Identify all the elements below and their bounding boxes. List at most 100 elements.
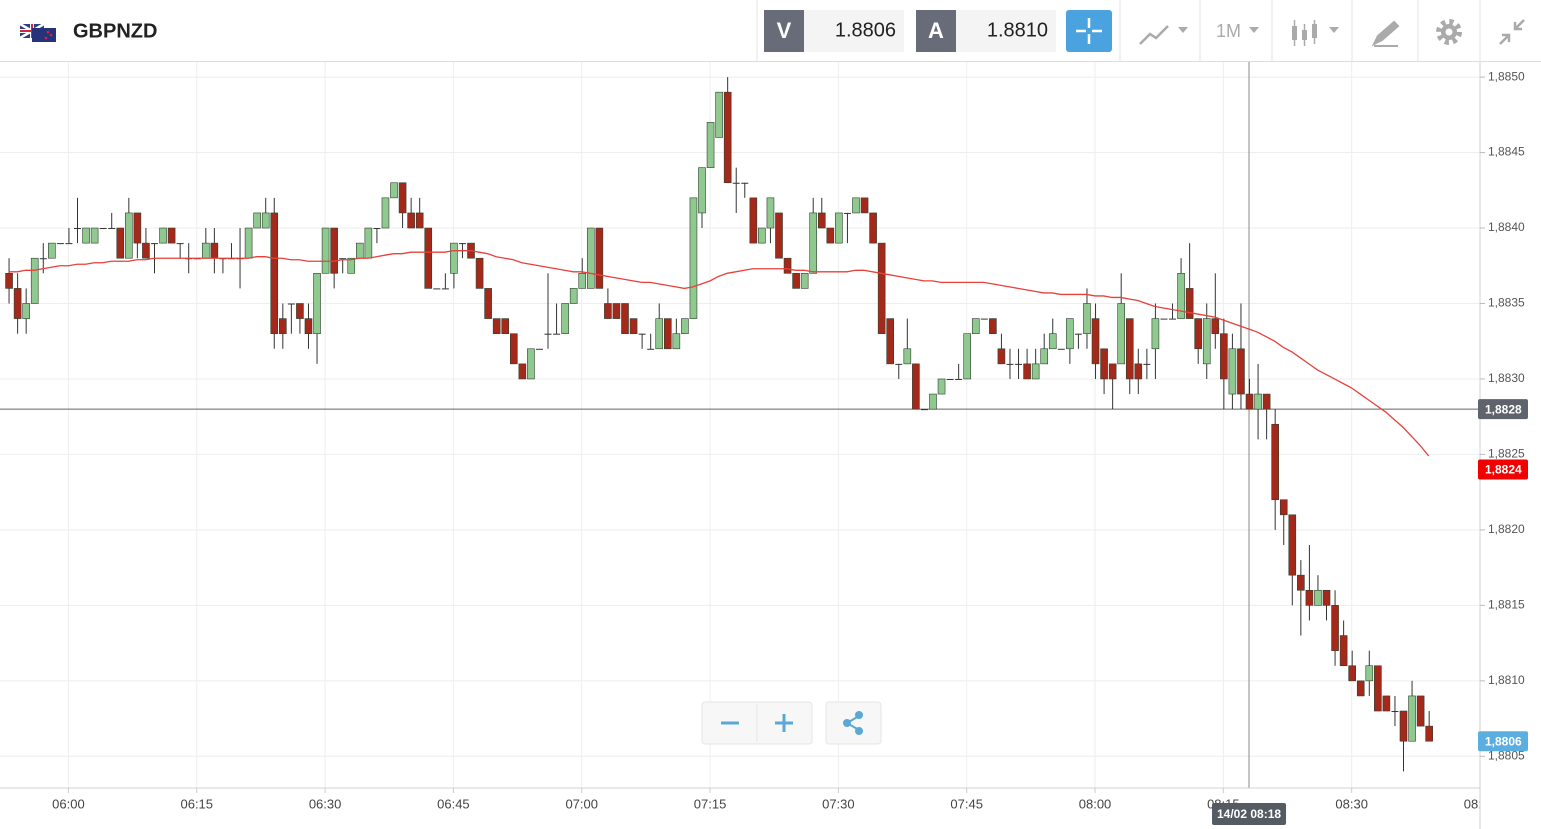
candle-body-down [330,227,338,274]
candle-body-down [1288,514,1297,576]
share-button[interactable] [843,711,863,735]
candle-body-down [1211,318,1220,334]
candle-body-down [1348,665,1356,682]
candle-body-down [1425,725,1433,742]
candle-body-up [30,257,39,304]
y-tick-label: 1,8845 [1488,145,1525,159]
candle-body-down [1305,589,1314,606]
candle-body-up [1083,303,1091,334]
ask-price[interactable]: 1.8810 [987,19,1048,41]
candle-body-up [843,212,851,214]
candle-body-up [373,228,381,230]
share-box [825,701,882,745]
candle-body-down [1125,318,1134,380]
price-label-box [1478,459,1528,480]
candle-body-up [458,243,466,245]
crosshair-button[interactable] [1066,10,1112,52]
candle-body-down [817,212,826,229]
draw-button[interactable] [1371,20,1400,47]
candle-body-down [116,227,125,259]
x-tick-label: 07:15 [694,796,727,811]
y-tick-label: 1,8850 [1488,69,1525,83]
settings-button[interactable] [1436,19,1462,45]
candle-body-up [971,318,980,334]
candle-body-up [946,378,954,380]
candle-body-down [398,182,407,214]
candle-body-up [176,243,184,245]
candle-body-up [390,182,398,199]
candle-body-down [1262,393,1271,410]
x-tick-label: 07:45 [950,796,983,811]
candle-body-down [775,212,783,259]
y-tick-label: 1,8825 [1488,447,1525,461]
candle-body-up [1151,318,1160,350]
candle-body-up [1066,318,1074,350]
candle-body-up [202,242,210,259]
candle-body-up [920,409,928,411]
candle-body-down [13,288,22,319]
y-tick-label: 1,8815 [1488,598,1525,612]
candle-body-up [1117,303,1125,365]
candle-body-down [279,318,287,334]
candle-body-up [287,303,295,305]
toolbar: GBPNZD V 1.8806 A 1.8810 1M [0,0,1541,62]
fullscreen-button[interactable] [1499,19,1525,45]
candle-body-down [792,273,800,289]
candle-body-up [835,212,843,244]
bid-box[interactable] [804,10,904,52]
candle-body-up [800,273,809,289]
candle-body-down [1220,333,1228,380]
ask-box[interactable] [956,10,1056,52]
candle-body-up [450,242,458,274]
candle-body-up [1177,273,1185,319]
crosshair-label: 14/02 08:18 [1217,807,1281,821]
y-tick-label: 1,8835 [1488,296,1525,310]
candle-body-down [1271,423,1279,501]
zoom-controls [701,701,882,745]
candle-body-up [364,227,373,259]
price-label: 1,8806 [1485,734,1522,748]
candle-body-down [595,227,604,289]
candle-body-up [356,242,364,259]
candle-body-up [766,197,775,229]
candle-body-down [604,303,612,319]
candle-body-up [586,227,595,289]
x-tick-label: 07:30 [822,796,855,811]
candle-body-down [1382,695,1391,712]
candle-body-down [1100,348,1108,380]
candle-body-up [99,228,107,230]
candle-body-down [1279,499,1288,516]
candle-body-up [125,212,133,259]
timeframe[interactable]: 1M [1216,21,1241,41]
candle-body-up [1057,348,1065,350]
candle-body-down [749,197,758,244]
crosshair-icon [1076,18,1102,44]
candle-body-up [544,333,552,335]
candle-body-up [1314,589,1322,606]
candle-body-up [535,348,543,350]
candle-body-down [1245,393,1254,410]
candle-body-up [253,212,261,229]
x-tick-label: 08:30 [1335,796,1368,811]
plot-area: 06:00 06:15 06:30 06:45 07:00 07:15 07:30 07:45… [0,62,1496,811]
candle-body-up [732,182,740,184]
zoom-in-button[interactable] [775,714,793,732]
candle-body-up [655,318,664,350]
chart-type-button[interactable] [1139,25,1188,45]
candle-body-down [133,212,142,244]
candle-body-down [860,197,869,214]
bid-label: V [777,18,792,43]
candle-body-down [1185,288,1194,319]
candle-body-up [313,273,321,334]
candle-body-up [715,91,723,138]
candle-body-down [484,288,492,319]
candle-body-up [1408,695,1416,742]
candle-body-down [1331,605,1339,651]
bid-price[interactable]: 1.8806 [835,19,896,41]
candles-button[interactable] [1292,20,1339,46]
candle-body-down [1356,680,1365,697]
candle-body-up [647,348,655,350]
candle-body-up [1006,363,1014,365]
